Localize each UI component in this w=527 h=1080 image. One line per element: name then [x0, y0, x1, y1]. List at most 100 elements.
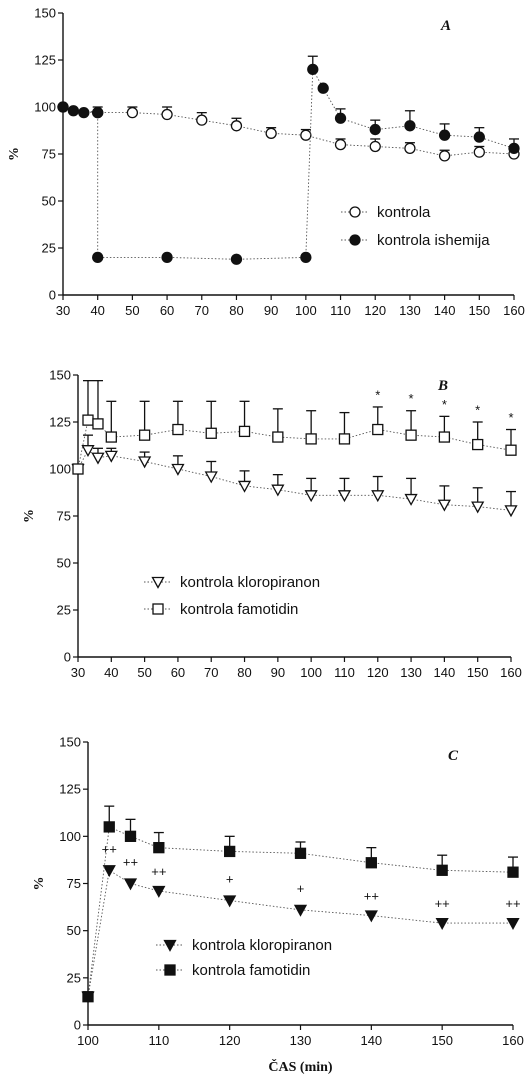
data-point	[338, 433, 351, 445]
data-point	[438, 431, 451, 443]
legend-label: kontrola kloropiranon	[180, 574, 320, 591]
data-point	[405, 429, 417, 441]
data-point	[92, 418, 104, 430]
legend-marker	[349, 206, 361, 218]
x-tick-label: 70	[204, 665, 218, 680]
legend-label: kontrola ishemija	[377, 232, 490, 249]
data-point	[504, 505, 518, 518]
x-tick-label: 140	[360, 1033, 382, 1048]
x-tick-label: 120	[364, 303, 386, 318]
x-tick-label: 110	[148, 1033, 169, 1048]
x-tick-label: 60	[171, 665, 185, 680]
x-tick-label: 140	[434, 665, 456, 680]
data-point	[205, 427, 217, 439]
x-tick-label: 50	[137, 665, 151, 680]
data-point	[436, 864, 448, 876]
data-point	[300, 129, 312, 141]
y-tick-label: 100	[59, 829, 81, 844]
y-axis-label: %	[22, 509, 37, 523]
data-point	[404, 493, 418, 506]
data-point	[78, 106, 90, 119]
series-line	[77, 449, 512, 511]
significance-marker: ++	[102, 841, 117, 856]
y-tick-label: 75	[42, 147, 56, 162]
data-point	[369, 123, 381, 136]
data-point	[224, 845, 236, 858]
data-point	[102, 865, 116, 878]
series-line	[87, 869, 513, 997]
data-point	[171, 463, 185, 476]
significance-marker: +	[226, 872, 234, 887]
data-point	[404, 120, 416, 132]
data-point	[126, 106, 139, 119]
x-tick-label: 90	[264, 303, 278, 318]
data-point	[508, 142, 520, 155]
significance-marker: ++	[435, 896, 450, 911]
significance-marker: ++	[151, 864, 166, 879]
x-tick-label: 150	[468, 303, 490, 318]
y-tick-label: 0	[49, 288, 56, 303]
data-point	[138, 429, 151, 441]
x-tick-label: 100	[295, 303, 317, 318]
x-tick-label: 150	[467, 665, 489, 680]
panel-C: 0 25 50 75 100 125 150 100 110 120 130 140 150 160% C Č…	[32, 735, 524, 1076]
data-point	[294, 847, 307, 859]
x-tick-label: 160	[502, 1033, 524, 1048]
x-tick-label: 100	[300, 665, 322, 680]
data-point	[161, 251, 173, 264]
y-tick-label: 75	[67, 876, 81, 891]
y-tick-label: 100	[34, 100, 56, 115]
data-point	[230, 120, 243, 132]
legend: kontrola kloropiranon kontrola famotidin	[144, 574, 320, 618]
series-kontrola	[57, 101, 520, 162]
y-tick-label: 125	[34, 53, 56, 68]
x-tick-label: 80	[229, 303, 243, 318]
panel-label: C	[448, 748, 459, 764]
y-tick-label: 25	[42, 241, 56, 256]
legend-label: kontrola	[377, 204, 431, 221]
series-kontrola-kloropiranon	[71, 434, 518, 518]
x-tick-label: 70	[195, 303, 209, 318]
data-point	[438, 129, 451, 141]
data-point	[103, 821, 115, 833]
y-tick-label: 0	[74, 1018, 81, 1033]
legend-marker	[163, 939, 177, 952]
data-point	[82, 414, 94, 426]
x-tick-label: 100	[77, 1033, 99, 1048]
series-line	[87, 826, 514, 997]
data-point	[473, 131, 485, 143]
data-point	[67, 105, 80, 117]
data-point	[369, 140, 381, 153]
significance-marker: *	[409, 391, 414, 406]
legend-marker	[349, 234, 361, 246]
y-tick-label: 50	[42, 194, 56, 209]
y-tick-label: 150	[34, 6, 56, 21]
x-tick-label: 110	[334, 665, 355, 680]
panel-A: 0 25 50 75 100 125 150 30 40 50 60 70 80 90 100 110 120 1…	[7, 6, 525, 319]
series-line	[62, 67, 515, 260]
significance-marker: ++	[123, 855, 138, 870]
data-point	[152, 885, 166, 898]
data-point	[304, 490, 318, 503]
panel-label: B	[437, 378, 448, 394]
y-axis-label: %	[32, 877, 47, 891]
data-point	[196, 114, 208, 126]
data-point	[506, 917, 520, 930]
data-point	[104, 450, 118, 463]
data-point	[307, 63, 319, 76]
data-point	[337, 490, 352, 503]
y-tick-label: 50	[57, 556, 71, 571]
significance-marker: ++	[505, 896, 520, 911]
x-tick-label: 90	[271, 665, 285, 680]
data-point	[91, 452, 105, 465]
y-tick-label: 125	[49, 415, 71, 430]
data-point	[334, 138, 347, 151]
data-point	[317, 82, 329, 94]
legend-marker	[164, 964, 176, 976]
data-point	[138, 456, 152, 469]
y-tick-label: 100	[49, 462, 71, 477]
data-point	[437, 499, 451, 512]
x-tick-label: 160	[500, 665, 522, 680]
significance-marker: ++	[364, 888, 379, 903]
